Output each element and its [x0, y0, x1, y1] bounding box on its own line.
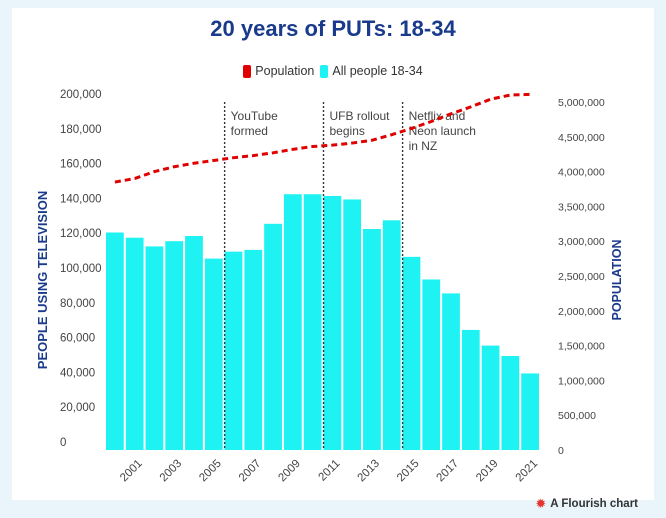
y-left-axis-title: PEOPLE USING TELEVISION — [35, 191, 50, 369]
bar-2014 — [382, 220, 401, 450]
bar-2017 — [442, 293, 460, 450]
x-tick-label: 2021 — [514, 458, 541, 485]
bar-2020 — [501, 356, 520, 450]
bar-2002 — [145, 246, 164, 450]
legend-item-people[interactable]: All people 18-34 — [320, 64, 423, 78]
bar-2000 — [106, 232, 124, 450]
y-right-axis-title: POPULATION — [610, 239, 624, 320]
flourish-credit-text: A Flourish chart — [550, 498, 638, 510]
bar-2008 — [264, 223, 282, 450]
bar-2011 — [323, 195, 342, 450]
bar-2016 — [422, 279, 441, 450]
bar-2010 — [303, 194, 322, 450]
bar-2007 — [244, 249, 263, 450]
legend-item-population[interactable]: Population — [243, 64, 314, 78]
annotation-text-2015: in NZ — [409, 139, 438, 153]
y-right-tick-label: 2,000,000 — [558, 306, 605, 318]
bar-2006 — [224, 251, 243, 450]
y-right-tick-label: 3,000,000 — [558, 236, 605, 248]
legend-swatch-population — [243, 64, 252, 78]
annotation-text-2011: begins — [330, 124, 365, 138]
annotation-text-2011: UFB rollout — [330, 109, 391, 123]
bar-2018 — [461, 329, 480, 450]
population-line — [114, 92, 531, 184]
x-tick-label: 2017 — [435, 458, 462, 485]
legend-label-population: Population — [255, 64, 315, 78]
y-right-tick-label: 1,500,000 — [558, 341, 605, 353]
y-left-tick-label: 200,000 — [60, 89, 102, 101]
y-right-tick-label: 5,000,000 — [558, 97, 605, 109]
bar-2001 — [125, 237, 144, 450]
y-left-tick-label: 180,000 — [60, 124, 102, 136]
x-tick-label: 2019 — [474, 458, 501, 485]
x-tick-label: 2013 — [355, 458, 382, 485]
flourish-logo-icon: ✹ — [535, 496, 547, 511]
bar-2009 — [283, 194, 302, 450]
bar-2004 — [185, 235, 203, 450]
x-tick-label: 2001 — [118, 458, 145, 485]
legend: Population All people 18-34 — [0, 64, 666, 78]
annotation-text-2015: Neon launch — [409, 124, 476, 138]
y-right-tick-label: 2,500,000 — [558, 271, 605, 283]
y-left-tick-label: 0 — [60, 437, 66, 449]
y-left-tick-label: 160,000 — [60, 159, 102, 171]
y-right-tick-label: 500,000 — [558, 410, 596, 422]
y-right-tick-label: 3,500,000 — [558, 201, 605, 213]
bar-2015 — [402, 256, 421, 450]
x-tick-label: 2011 — [317, 458, 343, 484]
y-right-tick-label: 4,500,000 — [558, 132, 605, 144]
bar-2013 — [363, 229, 381, 450]
bar-2005 — [204, 258, 223, 450]
y-right-tick-label: 1,000,000 — [558, 375, 605, 387]
annotation-text-2006: YouTube — [231, 109, 278, 123]
bar-2019 — [481, 345, 500, 450]
y-left-tick-label: 80,000 — [60, 298, 95, 310]
y-left-tick-label: 140,000 — [60, 193, 102, 205]
chart-title: 20 years of PUTs: 18-34 — [210, 16, 456, 41]
y-left-tick-label: 60,000 — [60, 333, 95, 345]
annotation-text-2006: formed — [231, 124, 268, 138]
x-tick-label: 2007 — [237, 458, 264, 485]
x-tick-label: 2005 — [197, 458, 224, 485]
bar-2021 — [521, 373, 539, 450]
y-left-tick-label: 120,000 — [60, 228, 102, 240]
y-right-tick-label: 4,000,000 — [558, 167, 605, 179]
y-left-tick-label: 20,000 — [60, 402, 95, 414]
x-tick-label: 2009 — [276, 458, 303, 485]
bar-2003 — [165, 241, 184, 450]
flourish-credit[interactable]: ✹ A Flourish chart — [535, 496, 638, 512]
y-left-tick-label: 40,000 — [60, 367, 95, 379]
y-right-tick-label: 0 — [558, 445, 564, 457]
y-left-tick-label: 100,000 — [60, 263, 102, 275]
x-tick-label: 2015 — [395, 458, 422, 485]
x-tick-label: 2003 — [158, 458, 185, 485]
legend-label-people: All people 18-34 — [332, 64, 423, 78]
bar-2012 — [343, 199, 362, 450]
legend-swatch-people — [320, 64, 329, 78]
